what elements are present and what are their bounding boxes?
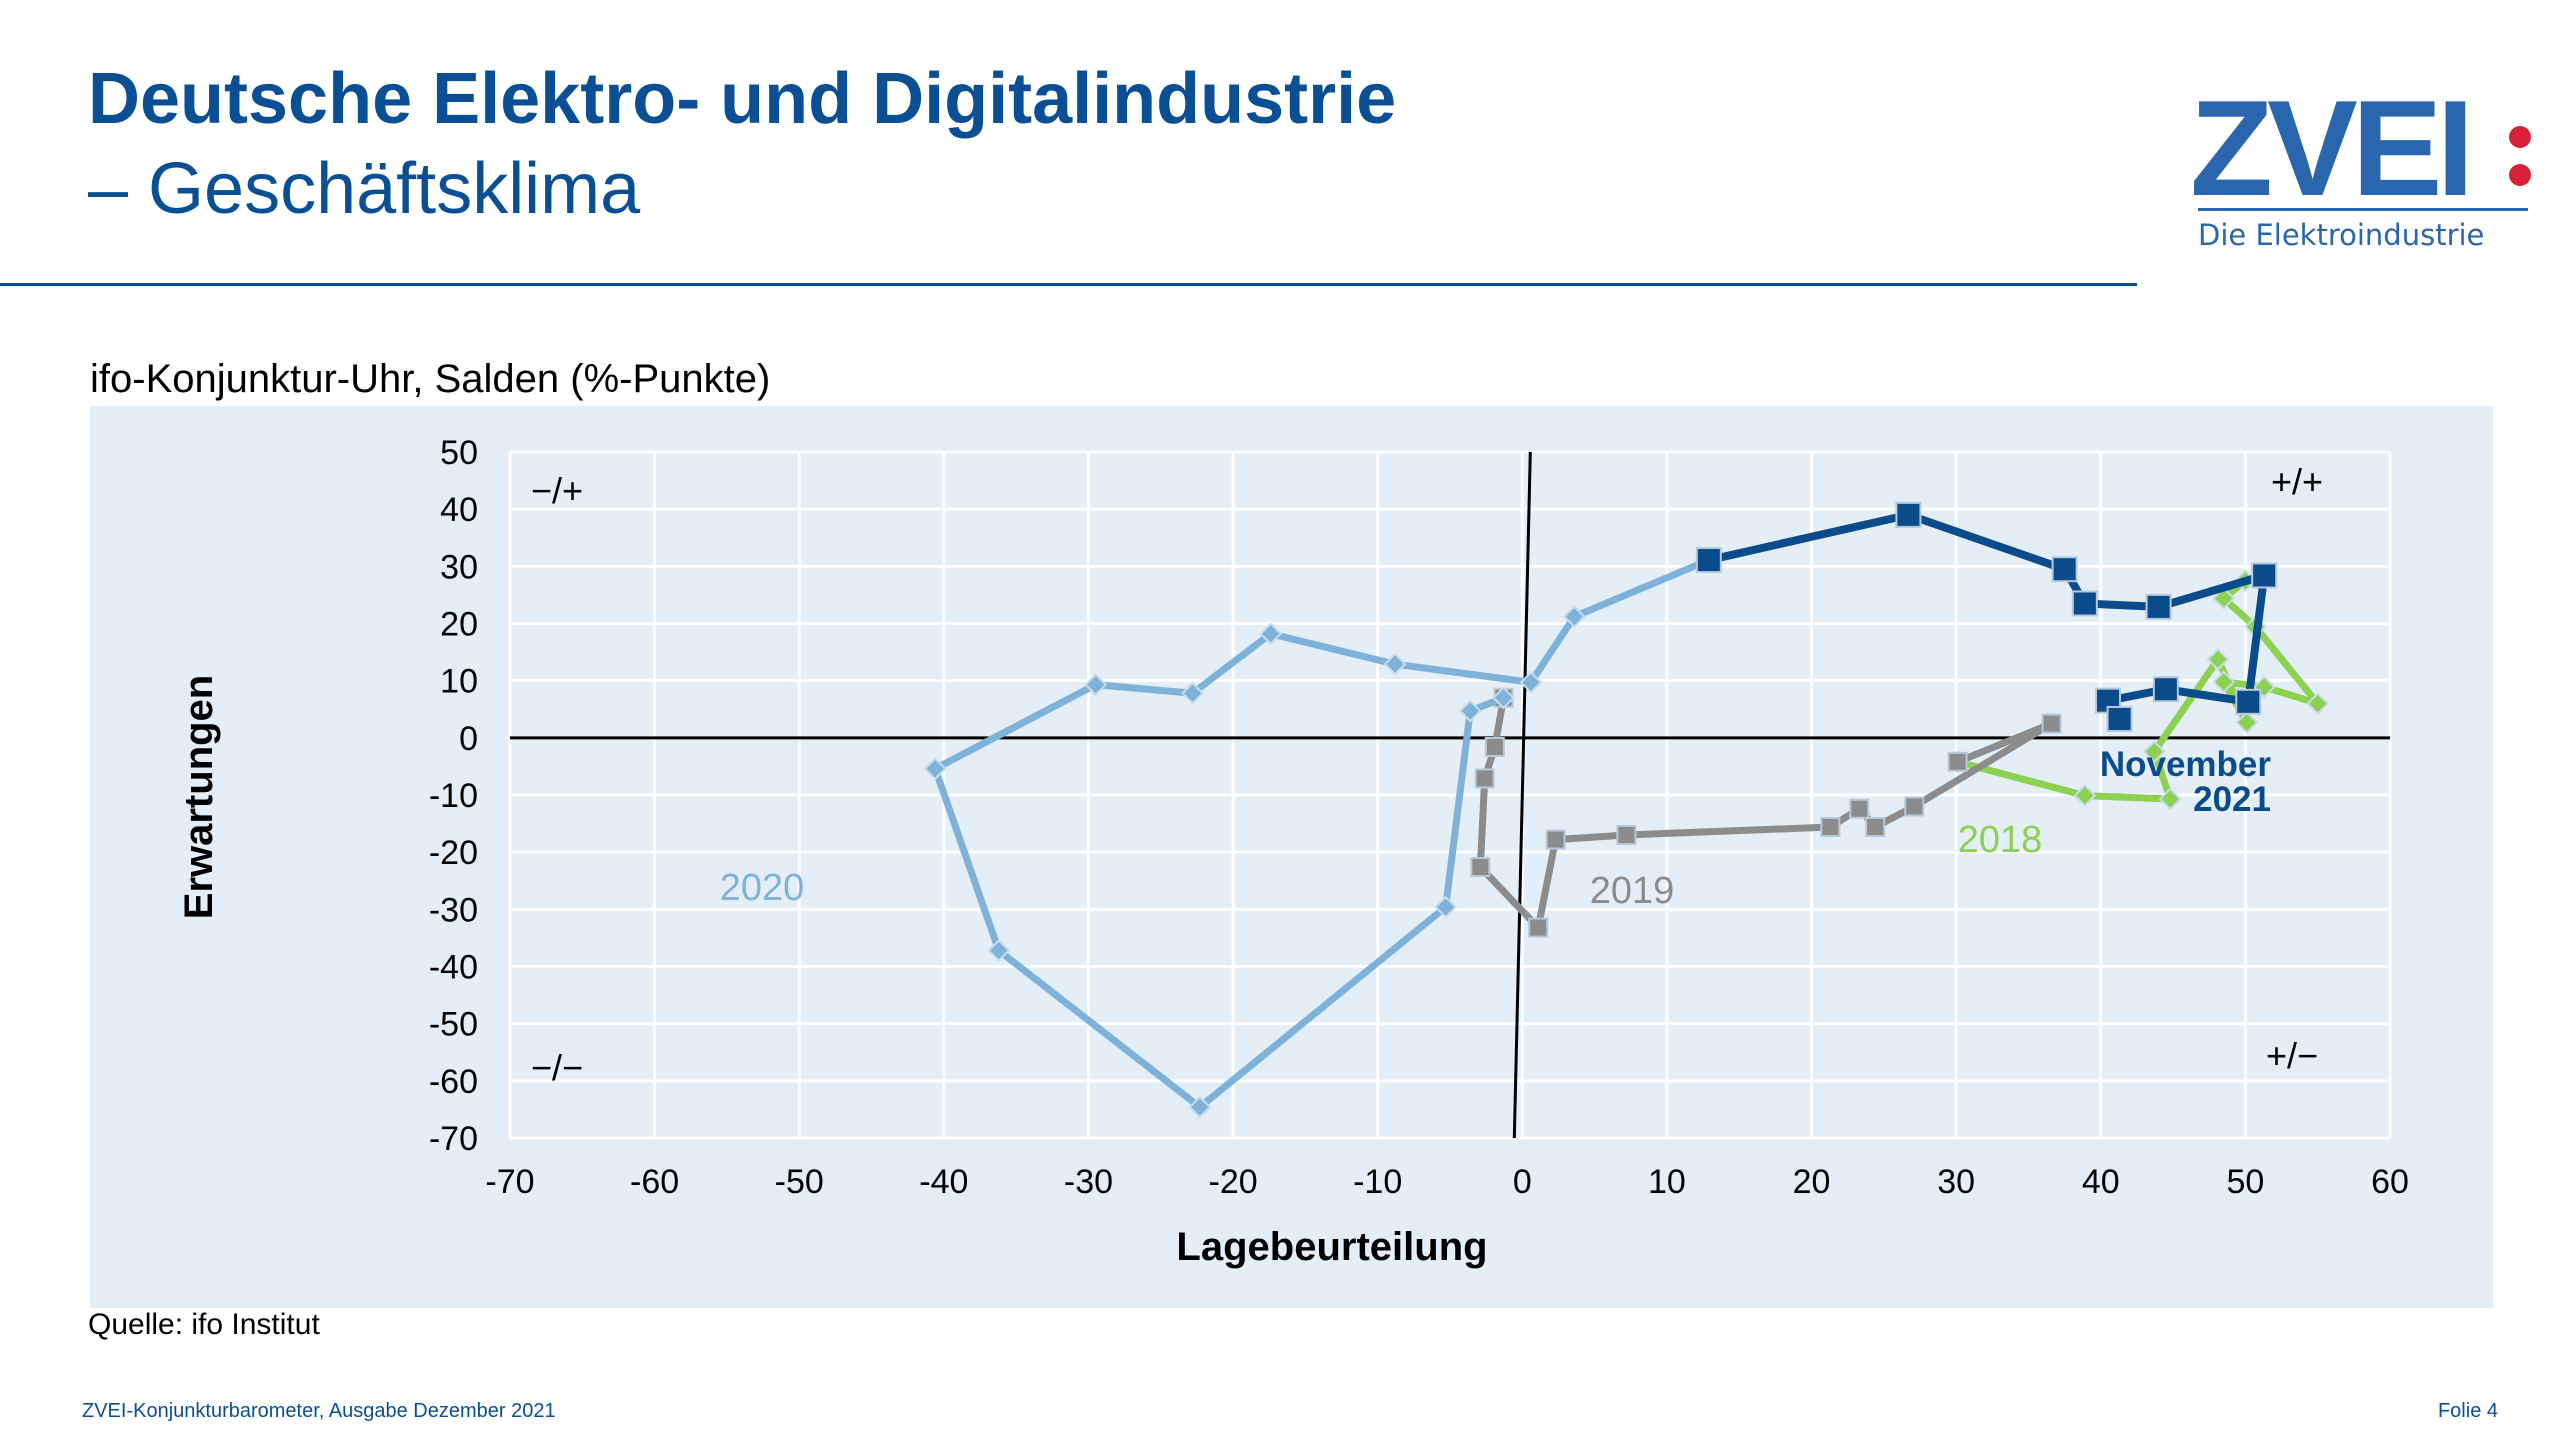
y-tick-label: 30 [440, 548, 478, 586]
data-point [2212, 586, 2236, 610]
data-point [1470, 857, 1491, 878]
data-point [1492, 686, 1515, 710]
data-point [1947, 751, 1968, 772]
data-point [2212, 670, 2236, 694]
page-subtitle: – Geschäftsklima [88, 149, 641, 229]
y-axis-label: Erwartungen [177, 675, 221, 919]
y-tick-label: -50 [429, 1006, 478, 1044]
data-point [1434, 895, 1458, 919]
x-tick-label: 40 [2082, 1163, 2120, 1201]
data-point [2235, 710, 2259, 734]
data-point [2106, 705, 2133, 732]
series-november-2021 [1695, 501, 2278, 732]
series-label-2021-month: November [2100, 745, 2272, 784]
x-axis-label: Lagebeurteilung [1176, 1225, 1487, 1269]
y-tick-label: 40 [440, 491, 478, 529]
y-tick-label: 20 [440, 606, 478, 644]
series-2020 [923, 548, 1721, 1119]
data-point [2152, 676, 2179, 703]
data-point [1519, 670, 1543, 694]
data-point [2142, 740, 2166, 763]
x-tick-label: 30 [1937, 1163, 1975, 1201]
data-point [1895, 501, 1922, 528]
logo-tagline: Die Elektroindustrie [2198, 218, 2484, 252]
data-point [1383, 652, 1407, 676]
series-line [1707, 510, 2269, 722]
chart-label: ifo-Konjunktur-Uhr, Salden (%-Punkte) [90, 357, 771, 401]
data-point [1545, 829, 1566, 850]
data-point [987, 939, 1011, 962]
data-point [1849, 798, 1870, 819]
y-tick-label: -10 [429, 777, 478, 815]
zvei-logo: ZVEI Die Elektroindustrie [2190, 85, 2531, 252]
chart-background [90, 406, 2493, 1308]
footer-publication: ZVEI-Konjunkturbarometer, Ausgabe Dezemb… [82, 1400, 556, 1422]
series-label-2021-year: 2021 [2193, 780, 2271, 819]
data-point [2071, 590, 2098, 617]
data-point [1695, 547, 1722, 574]
tick-labels: -70 -60 -50 -40 -30 -20 -10 0 10 20 30 40 50 60 50 40 30… [429, 434, 2409, 1201]
x-tick-label: -20 [1209, 1163, 1258, 1201]
x-tick-label: 60 [2371, 1163, 2409, 1201]
x-tick-label: -40 [919, 1163, 968, 1201]
data-point [1458, 699, 1482, 723]
source-note: Quelle: ifo Institut [88, 1308, 320, 1341]
quadrant-label-top-left: −/+ [531, 470, 583, 511]
page-title: Deutsche Elektro- und Digitalindustrie [88, 59, 1397, 139]
data-point [2041, 713, 2062, 734]
y-tick-label: -40 [429, 949, 478, 987]
data-point [2206, 648, 2230, 671]
footer-slide-number: Folie 4 [2437, 1400, 2498, 1422]
data-point [2306, 692, 2330, 715]
data-point [2158, 787, 2182, 811]
series-label-2019: 2019 [1590, 870, 1675, 912]
data-point [1484, 736, 1505, 757]
svg-text:ZVEI: ZVEI [2190, 85, 2468, 224]
quadrant-label-bottom-left: −/− [531, 1047, 583, 1088]
data-point [1474, 768, 1495, 789]
data-point [1259, 622, 1283, 646]
x-tick-label: 50 [2226, 1163, 2264, 1201]
axes [510, 451, 2390, 1139]
x-tick-label: -60 [630, 1163, 679, 1201]
data-point [1904, 796, 1925, 817]
y-tick-label: -30 [429, 891, 478, 929]
data-point [2235, 688, 2262, 715]
y-zero-axis [1512, 451, 1532, 1139]
series [923, 501, 2330, 1119]
x-tick-label: -30 [1064, 1163, 1113, 1201]
title-divider [0, 283, 2137, 286]
quadrant-label-bottom-right: +/− [2266, 1035, 2318, 1076]
y-tick-label: -20 [429, 834, 478, 872]
x-tick-label: -70 [485, 1163, 534, 1201]
data-point [2251, 562, 2278, 589]
series-label-2020: 2020 [720, 867, 805, 909]
data-point [1865, 817, 1886, 838]
data-point [1616, 825, 1637, 846]
x-tick-label: -10 [1353, 1163, 1402, 1201]
x-tick-label: -50 [775, 1163, 824, 1201]
data-point [1188, 1095, 1212, 1119]
y-tick-label: 50 [440, 434, 478, 472]
data-point [2073, 784, 2097, 807]
quadrant-label-top-right: +/+ [2271, 461, 2323, 502]
data-point [923, 757, 947, 781]
data-point [2051, 556, 2078, 583]
y-tick-label: -70 [429, 1120, 478, 1158]
data-point [1528, 917, 1549, 938]
y-tick-label: -60 [429, 1063, 478, 1101]
x-tick-label: 20 [1793, 1163, 1831, 1201]
x-tick-label: 0 [1513, 1163, 1532, 1201]
x-tick-label: 10 [1648, 1163, 1686, 1201]
data-point [1562, 605, 1586, 629]
data-point [1084, 673, 1108, 697]
data-point [1181, 681, 1204, 705]
data-point [2145, 593, 2172, 620]
data-point [1820, 817, 1841, 838]
y-tick-label: 0 [459, 720, 478, 758]
series-2019 [1470, 687, 2062, 938]
series-label-2018: 2018 [1958, 819, 2043, 861]
y-tick-label: 10 [440, 663, 478, 701]
